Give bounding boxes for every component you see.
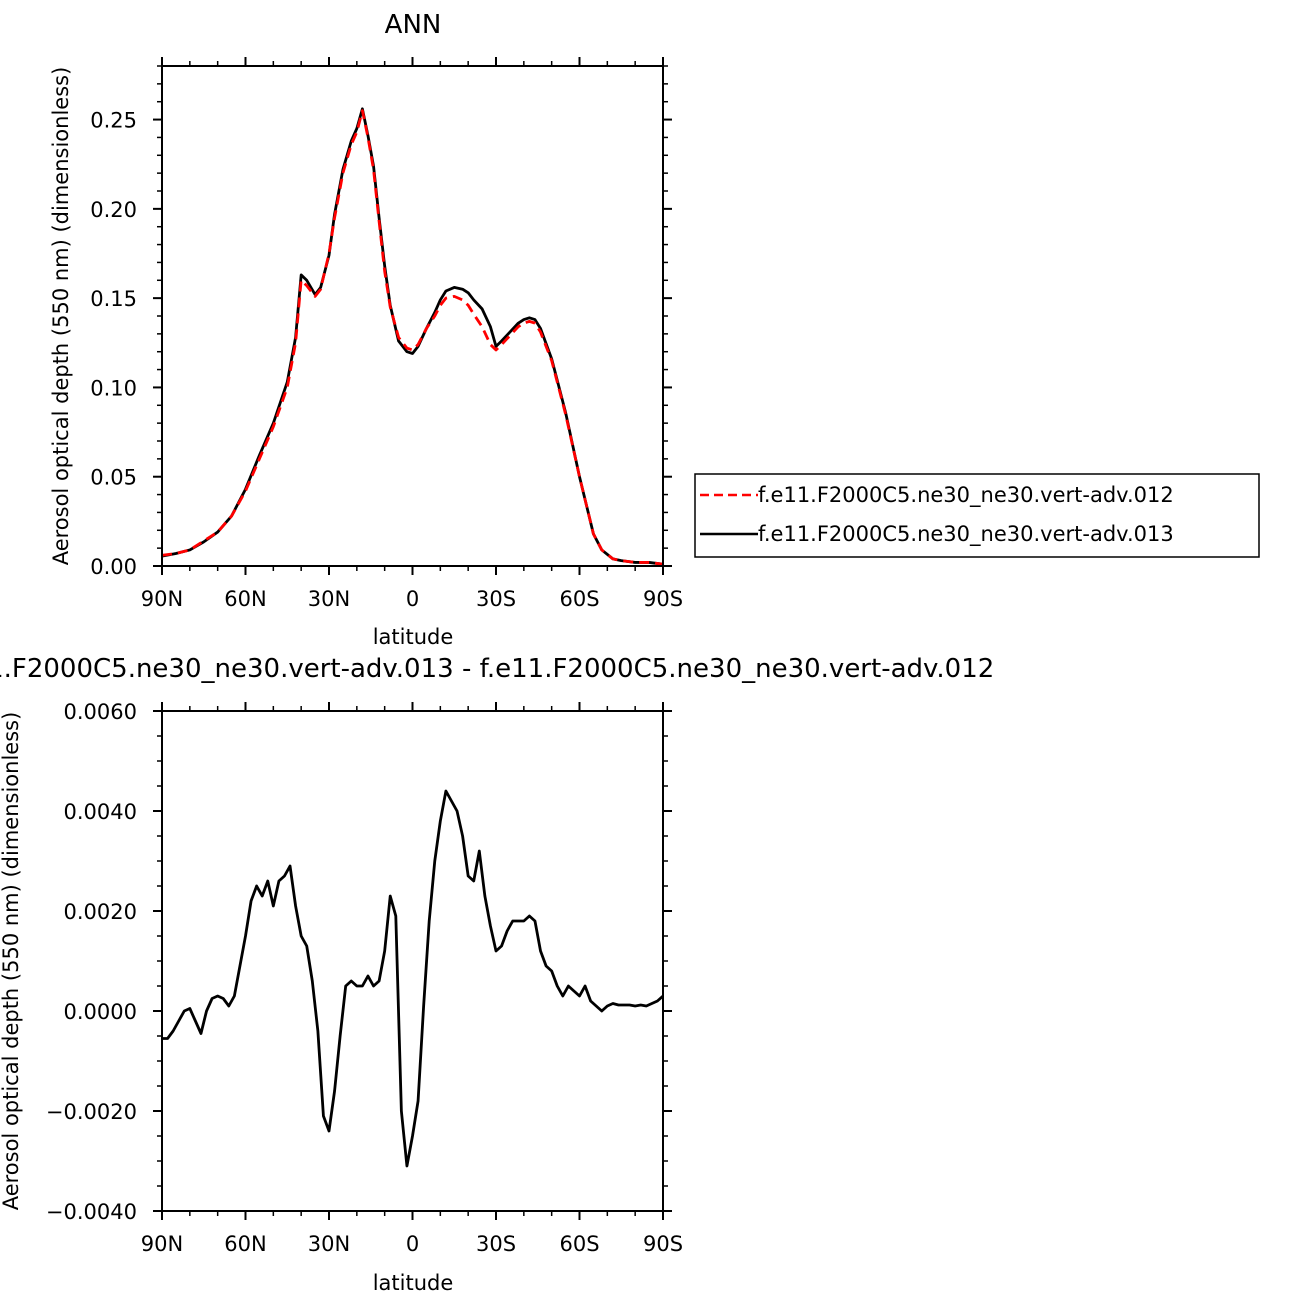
y-tick-label: 0.0060 [64,700,137,724]
top-plot-title: ANN [385,10,442,40]
bottom-tick-labels: 90N 60N 30N 0 30S 60S 90S −0.0040 −0.0020 0.0000 0… [46,700,683,1256]
bottom-series-lines [162,789,663,1168]
x-tick-label: 30S [476,587,516,611]
legend-label-013: f.e11.F2000C5.ne30_ne30.vert-adv.013 [758,522,1174,547]
y-tick-label: 0.0020 [64,900,137,924]
bottom-plot-title: f.e11.F2000C5.ne30_ne30.vert-adv.013 - f… [0,654,994,684]
series-line-1 [162,107,663,566]
series-line-0 [162,789,663,1168]
x-tick-label: 60S [559,1232,599,1256]
x-tick-label: 30S [476,1232,516,1256]
y-tick-label: −0.0040 [46,1200,137,1224]
bottom-panel: f.e11.F2000C5.ne30_ne30.vert-adv.013 - f… [0,654,994,1295]
y-tick-label: 0.00 [90,555,137,579]
top-series-lines [162,107,663,566]
x-tick-label: 0 [406,587,419,611]
bottom-axis-ticks [153,702,672,1220]
x-tick-label: 90S [643,587,683,611]
x-tick-label: 90S [643,1232,683,1256]
x-tick-label: 60S [559,587,599,611]
y-tick-label: 0.05 [90,466,137,490]
legend-label-012: f.e11.F2000C5.ne30_ne30.vert-adv.012 [758,483,1174,508]
x-tick-label: 30N [308,587,350,611]
y-tick-label: 0.20 [90,198,137,222]
x-tick-label: 60N [224,1232,266,1256]
y-tick-label: 0.25 [90,109,137,133]
top-plot-frame [161,65,664,567]
y-tick-label: 0.0000 [64,1000,137,1024]
y-tick-label: 0.15 [90,287,137,311]
top-x-axis-label: latitude [373,625,454,649]
bottom-x-axis-label: latitude [373,1271,454,1295]
x-tick-label: 90N [141,587,183,611]
top-y-axis-label: Aerosol optical depth (550 nm) (dimensio… [49,67,73,566]
x-tick-label: 0 [406,1232,419,1256]
legend: f.e11.F2000C5.ne30_ne30.vert-adv.012 f.e… [694,473,1260,558]
series-line-0 [162,109,663,566]
x-tick-label: 90N [141,1232,183,1256]
y-tick-label: 0.0040 [64,800,137,824]
x-tick-label: 30N [308,1232,350,1256]
legend-box [694,473,1260,558]
bottom-plot-frame [161,710,664,1212]
y-tick-label: −0.0020 [46,1100,137,1124]
top-panel: ANN 90N 60N 30N 0 30S 60S 90S 0.00 0.05 0.10 0.15 0… [49,10,1260,649]
top-axis-ticks [153,57,672,575]
bottom-y-axis-label: Aerosol optical depth (550 nm) (dimensio… [0,712,23,1211]
x-tick-label: 60N [224,587,266,611]
y-tick-label: 0.10 [90,376,137,400]
top-tick-labels: 90N 60N 30N 0 30S 60S 90S 0.00 0.05 0.10 0.15 0.20 0… [90,109,683,611]
